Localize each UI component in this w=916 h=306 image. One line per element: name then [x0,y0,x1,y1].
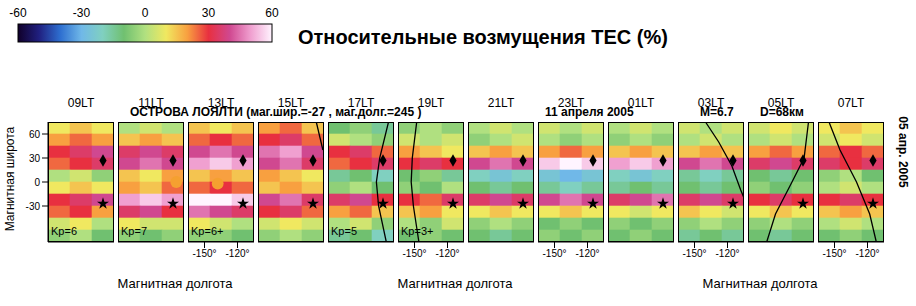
svg-text:-120°: -120° [575,248,599,259]
html-text:03LT: 03LT [697,96,725,110]
svg-text:-120°: -120° [855,248,879,259]
html-text:M=6.7: M=6.7 [700,105,734,119]
html-text:05LT: 05LT [767,96,795,110]
html-text:Магнитная долгота: Магнитная долгота [117,276,233,291]
html-text:23LT: 23LT [557,96,585,110]
svg-text:30: 30 [29,153,41,164]
html-text:Kp=5: Kp=5 [331,225,357,237]
svg-text:-150°: -150° [192,248,216,259]
html-text:Относительные возмущения TEC (: Относительные возмущения TEC (%) [298,26,668,48]
svg-text:-150°: -150° [682,248,706,259]
svg-text:-30: -30 [73,6,91,20]
html-text:Kp=6: Kp=6 [51,225,77,237]
html-text:D=68км: D=68км [760,105,804,119]
svg-text:30: 30 [202,6,216,20]
html-text:07LT: 07LT [837,96,865,110]
html-text:Магнитная долгота: Магнитная долгота [397,276,513,291]
html-text:ОСТРОВА ЛОЯЛТИ (маг.шир.=-27 ,: ОСТРОВА ЛОЯЛТИ (маг.шир.=-27 , маг.долг.… [130,105,422,119]
html-text:15LT: 15LT [277,96,305,110]
svg-text:-30: -30 [26,201,41,212]
svg-text:0: 0 [34,177,40,188]
html-text:Магнитная широта: Магнитная широта [3,126,17,232]
html-text:09LT: 09LT [67,96,95,110]
html-text:17LT: 17LT [347,96,375,110]
html-text:11 апреля 2005: 11 апреля 2005 [545,105,634,119]
html-text:13LT: 13LT [207,96,235,110]
svg-text:-120°: -120° [435,248,459,259]
svg-text:-150°: -150° [542,248,566,259]
svg-text:0: 0 [142,6,149,20]
html-text:Kp=7: Kp=7 [121,225,147,237]
html-text:19LT: 19LT [417,96,445,110]
html-text:Kp=6+: Kp=6+ [191,225,224,237]
html-text:Kp=3+: Kp=3+ [401,225,434,237]
html-text:05 апр. 2005: 05 апр. 2005 [896,116,910,188]
svg-text:-150°: -150° [402,248,426,259]
svg-text:60: 60 [29,129,41,140]
html-text:01LT: 01LT [627,96,655,110]
svg-text:-150°: -150° [822,248,846,259]
svg-text:-120°: -120° [225,248,249,259]
html-text:11LT: 11LT [138,96,164,110]
svg-text:-120°: -120° [715,248,739,259]
svg-text:60: 60 [265,6,279,20]
html-text:21LT: 21LT [487,96,515,110]
html-text:Магнитная долгота: Магнитная долгота [702,276,818,291]
svg-text:-60: -60 [9,6,27,20]
